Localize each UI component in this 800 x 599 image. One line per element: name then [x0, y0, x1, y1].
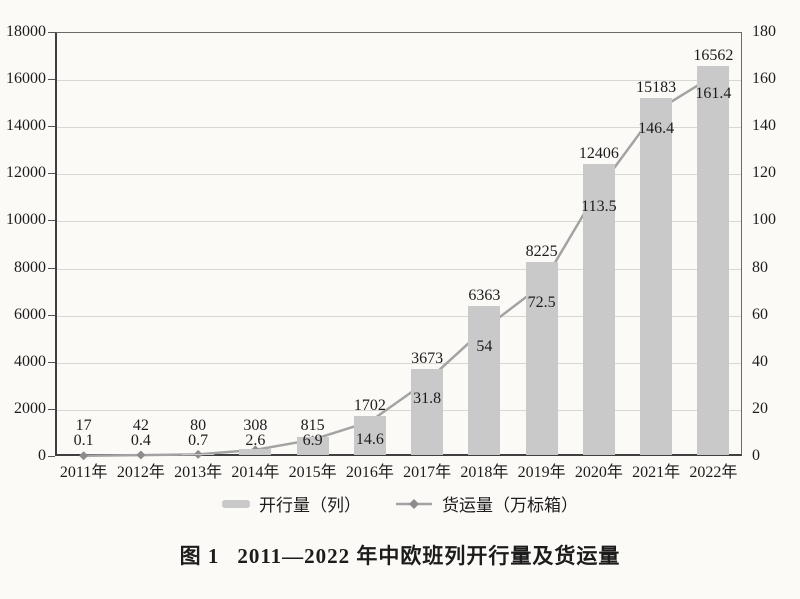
line-value-label: 161.4 — [695, 84, 732, 102]
right-axis-tick-label: 100 — [752, 211, 776, 229]
left-axis-tick-label: 0 — [38, 447, 46, 464]
left-axis-tick — [48, 32, 55, 33]
legend-label-trains: 开行量（列） — [259, 496, 361, 515]
line-value-label: 0.7 — [188, 432, 209, 449]
legend-item-trains: 开行量（列） — [222, 491, 361, 516]
left-axis-tick-label: 2000 — [14, 399, 46, 417]
bar — [353, 415, 386, 455]
left-axis-tick-label: 18000 — [6, 23, 46, 40]
x-axis-label: 2017年 — [403, 464, 452, 481]
left-axis-tick — [48, 220, 55, 222]
legend-item-freight: 货运量（万标箱） — [395, 491, 578, 516]
bar-swatch-icon — [222, 499, 250, 508]
right-axis-tick-label: 40 — [752, 352, 768, 370]
line-value-label: 72.5 — [527, 294, 556, 312]
left-axis-tick — [48, 456, 55, 457]
diamond-marker — [136, 450, 146, 460]
x-axis-label: 2015年 — [288, 464, 337, 481]
caption-number: 图 1 — [179, 544, 220, 568]
left-axis-tick-label: 10000 — [6, 211, 46, 229]
plot-area — [55, 32, 742, 456]
gridline — [57, 409, 741, 411]
left-axis-tick — [48, 79, 55, 81]
gridline — [57, 127, 741, 129]
right-axis-tick-label: 0 — [752, 447, 760, 464]
bar-value-label: 17 — [75, 417, 92, 434]
left-axis-tick — [48, 126, 55, 128]
gridline — [57, 80, 741, 82]
figure-caption: 图 1 2011—2022 年中欧班列开行量及货运量 — [0, 540, 800, 570]
gridline — [57, 174, 741, 176]
line-value-label: 31.8 — [413, 390, 442, 408]
left-axis-tick — [48, 173, 55, 175]
caption-title: 2011—2022 年中欧班列开行量及货运量 — [237, 544, 621, 568]
bar — [296, 436, 329, 455]
right-axis-tick-label: 140 — [752, 117, 776, 135]
left-axis-tick-label: 6000 — [14, 305, 46, 323]
bar — [582, 163, 615, 455]
bar-value-label: 3673 — [411, 350, 444, 368]
line-value-label: 54 — [476, 337, 493, 355]
x-axis-label: 2021年 — [632, 464, 681, 481]
x-axis-label: 2011年 — [59, 464, 108, 481]
bar — [468, 306, 501, 455]
left-axis-tick — [48, 267, 55, 269]
line-value-label: 6.9 — [302, 432, 323, 449]
bar — [239, 448, 272, 455]
bar — [697, 65, 730, 455]
gridline — [57, 315, 741, 317]
bar — [640, 98, 673, 455]
right-axis-tick-label: 120 — [752, 164, 776, 182]
right-axis-tick-label: 80 — [752, 258, 768, 276]
x-axis-label: 2019年 — [517, 464, 566, 481]
bar-value-label: 815 — [300, 417, 325, 434]
diamond-marker — [79, 451, 89, 461]
left-axis-tick — [48, 314, 55, 316]
left-axis-tick-label: 12000 — [6, 164, 46, 182]
legend-label-freight: 货运量（万标箱） — [442, 496, 578, 515]
bar-value-label: 16562 — [693, 46, 734, 64]
bar-value-label: 15183 — [636, 79, 677, 97]
line-value-label: 0.1 — [73, 432, 94, 449]
x-axis-label: 2020年 — [574, 464, 623, 481]
line-value-label: 113.5 — [581, 197, 617, 215]
gridline — [57, 362, 741, 364]
bar — [182, 454, 215, 455]
right-axis-tick-label: 160 — [752, 70, 776, 88]
line-value-label: 2.6 — [245, 432, 266, 449]
x-axis-label: 2022年 — [689, 464, 738, 481]
line-value-label: 0.4 — [130, 432, 151, 449]
bar — [411, 369, 444, 455]
line-value-label: 146.4 — [638, 120, 675, 138]
x-axis-label: 2014年 — [231, 464, 280, 481]
legend: 开行量（列） 货运量（万标箱） — [0, 491, 800, 516]
bar-value-label: 42 — [132, 417, 149, 434]
x-axis-label: 2016年 — [345, 464, 394, 481]
bar — [525, 262, 558, 455]
line-value-label: 14.6 — [355, 430, 384, 448]
right-axis-tick-label: 180 — [752, 23, 776, 40]
bar-value-label: 1702 — [353, 396, 386, 414]
gridline — [57, 221, 741, 223]
x-axis-label: 2013年 — [174, 464, 223, 481]
left-axis-tick — [48, 408, 55, 410]
bar-value-label: 308 — [243, 417, 268, 434]
gridline — [57, 268, 741, 270]
bar-value-label: 80 — [190, 417, 207, 434]
right-axis-tick-label: 60 — [752, 305, 768, 323]
left-axis-tick-label: 16000 — [6, 70, 46, 88]
bar-value-label: 6363 — [468, 287, 501, 305]
left-axis-tick — [48, 361, 55, 363]
x-axis-label: 2012年 — [116, 464, 165, 481]
line-diamond-swatch-icon — [396, 498, 432, 509]
right-axis-tick-label: 20 — [752, 399, 768, 417]
left-axis-tick-label: 4000 — [14, 352, 46, 370]
left-axis-tick-label: 8000 — [14, 258, 46, 276]
left-axis-tick-label: 14000 — [6, 117, 46, 135]
bar-value-label: 8225 — [525, 243, 558, 261]
x-axis-label: 2018年 — [460, 464, 509, 481]
bar-value-label: 12406 — [578, 144, 619, 162]
